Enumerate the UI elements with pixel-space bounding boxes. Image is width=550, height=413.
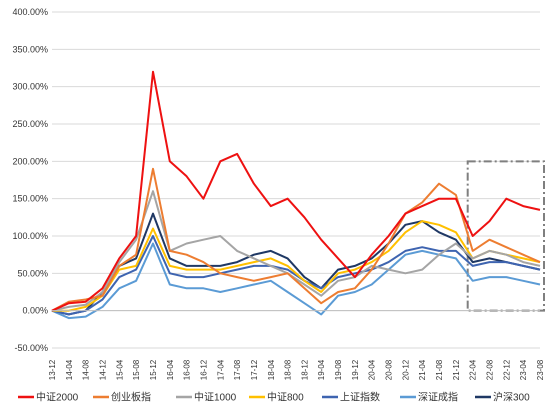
legend-label: 中证800 (267, 391, 304, 404)
x-tick-label: 14-12 (98, 359, 107, 380)
x-tick-label: 21-08 (435, 359, 444, 380)
legend-label: 中证2000 (36, 391, 79, 404)
legend-label: 上证指数 (340, 391, 380, 404)
y-tick-label: 0.00% (22, 306, 48, 316)
series-lines (51, 70, 541, 320)
x-tick-label: 19-04 (317, 359, 326, 380)
y-axis-tick-labels: -50.00% 0.00% 50.00% 100.00% 150.00% 200.00% 2… (12, 7, 48, 353)
x-tick-label: 18-04 (267, 359, 276, 380)
x-tick-label: 15-04 (115, 359, 124, 380)
x-tick-label: 22-08 (486, 359, 495, 380)
x-tick-label: 15-08 (132, 359, 141, 380)
y-tick-label: 300.00% (12, 82, 48, 92)
x-tick-label: 19-08 (334, 359, 343, 380)
y-tick-label: 100.00% (12, 231, 48, 241)
x-tick-label: 13-12 (48, 359, 57, 380)
series-line (51, 70, 541, 312)
x-tick-label: 19-12 (351, 359, 360, 380)
x-tick-label: 21-12 (452, 359, 461, 380)
x-tick-label: 15-12 (149, 359, 158, 380)
y-tick-label: 150.00% (12, 194, 48, 204)
legend-label: 深证成指 (418, 391, 458, 404)
legend-label: 沪深300 (493, 391, 530, 404)
x-tick-label: 14-08 (82, 359, 91, 380)
x-axis-tick-labels: 13-12 14-04 14-08 14-12 15-04 15-08 15-12 16-04… (48, 359, 545, 380)
x-tick-label: 20-04 (368, 359, 377, 380)
x-tick-label: 16-04 (166, 359, 175, 380)
x-tick-label: 16-08 (183, 359, 192, 380)
x-tick-label: 18-12 (300, 359, 309, 380)
x-tick-label: 21-04 (418, 359, 427, 380)
x-tick-label: 22-04 (469, 359, 478, 380)
y-tick-label: 350.00% (12, 44, 48, 54)
legend-label: 中证1000 (194, 391, 237, 404)
legend-label: 创业板指 (111, 391, 151, 404)
series-line (51, 190, 541, 312)
x-tick-label: 17-08 (233, 359, 242, 380)
x-tick-label: 14-04 (65, 359, 74, 380)
y-tick-label: 200.00% (12, 156, 48, 166)
y-tick-label: 50.00% (17, 268, 48, 278)
x-tick-label: 23-08 (536, 359, 545, 380)
legend: 中证2000 创业板指 中证1000 中证800 上证指数 深证成指 沪深300 (18, 391, 530, 404)
x-tick-label: 17-12 (250, 359, 259, 380)
series-line (51, 242, 541, 320)
x-tick-label: 20-12 (401, 359, 410, 380)
x-tick-label: 18-08 (284, 359, 293, 380)
x-tick-label: 17-04 (216, 359, 225, 380)
series-line (52, 220, 541, 312)
x-tick-label: 22-12 (502, 359, 511, 380)
y-tick-label: 250.00% (12, 119, 48, 129)
y-tick-label: 400.00% (12, 7, 48, 17)
x-tick-label: 16-12 (199, 359, 208, 380)
y-tick-label: -50.00% (14, 343, 48, 353)
series-line (51, 235, 541, 316)
x-tick-label: 20-08 (385, 359, 394, 380)
x-tick-label: 23-04 (519, 359, 528, 380)
series-line (51, 212, 541, 316)
